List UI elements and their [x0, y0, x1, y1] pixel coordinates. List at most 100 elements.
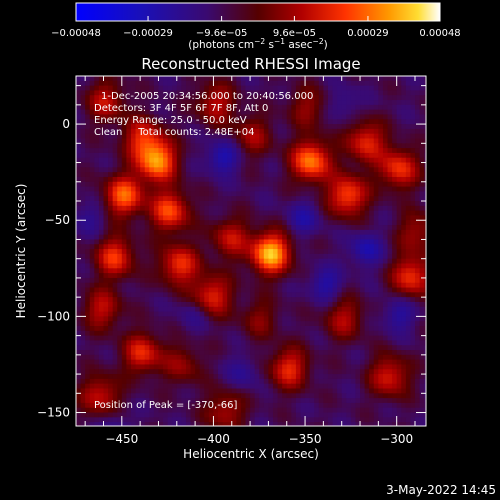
heatmap-cell: [199, 124, 205, 130]
heatmap-cell: [268, 109, 274, 116]
heatmap-cell: [323, 301, 329, 308]
heatmap-cell: [112, 234, 118, 241]
heatmap-cell: [410, 321, 416, 327]
heatmap-cell: [144, 104, 150, 111]
heatmap-cell: [80, 359, 86, 366]
heatmap-cell: [392, 100, 398, 106]
heatmap-cell: [195, 287, 201, 293]
heatmap-cell: [286, 162, 292, 168]
heatmap-cell: [392, 85, 398, 92]
heatmap-cell: [240, 253, 247, 260]
heatmap-cell: [85, 330, 91, 337]
heatmap-cell: [332, 100, 338, 106]
heatmap-cell: [295, 172, 302, 178]
heatmap-cell: [112, 196, 118, 202]
heatmap-cell: [396, 340, 402, 346]
heatmap-cell: [318, 244, 324, 250]
heatmap-cell: [282, 162, 288, 168]
heatmap-cell: [240, 277, 247, 284]
heatmap-cell: [213, 205, 219, 212]
colorbar-tick-label: 0.00029: [347, 28, 388, 39]
heatmap-cell: [121, 225, 127, 231]
heatmap-cell: [429, 163, 434, 168]
heatmap-cell: [332, 297, 338, 303]
heatmap-cell: [387, 138, 393, 144]
heatmap-cell: [346, 191, 352, 197]
heatmap-cell: [341, 186, 347, 192]
heatmap-cell: [341, 181, 347, 188]
heatmap-cell: [245, 133, 251, 140]
heatmap-cell: [382, 220, 389, 226]
heatmap-cell: [263, 210, 270, 217]
heatmap-cell: [176, 340, 182, 346]
heatmap-cell: [282, 282, 288, 289]
heatmap-cell: [153, 273, 160, 279]
heatmap-cell: [167, 109, 173, 116]
heatmap-cell: [254, 282, 260, 289]
heatmap-cell: [346, 181, 352, 188]
heatmap-cell: [172, 133, 178, 140]
heatmap-cell: [76, 253, 82, 260]
heatmap-cell: [190, 133, 196, 140]
heatmap-cell: [181, 201, 187, 207]
heatmap-cell: [76, 215, 82, 221]
heatmap-cell: [254, 76, 260, 82]
heatmap-cell: [158, 277, 164, 284]
heatmap-cell: [378, 282, 384, 289]
heatmap-cell: [373, 277, 379, 284]
heatmap-cell: [401, 249, 407, 255]
heatmap-cell: [259, 378, 265, 385]
heatmap-cell: [254, 316, 260, 322]
heatmap-cell: [204, 277, 210, 284]
heatmap-cell: [272, 186, 279, 192]
heatmap-cell: [108, 191, 114, 197]
heatmap-cell: [309, 354, 315, 361]
heatmap-cell: [350, 138, 357, 144]
heatmap-cell: [268, 205, 274, 212]
heatmap-cell: [387, 152, 393, 159]
heatmap-cell: [360, 350, 366, 356]
heatmap-cell: [369, 364, 375, 370]
heatmap-cell: [195, 128, 201, 135]
heatmap-cell: [190, 172, 196, 178]
heatmap-cell: [332, 316, 338, 322]
heatmap-cell: [112, 330, 118, 337]
heatmap-cell: [295, 220, 302, 226]
heatmap-cell: [323, 95, 329, 101]
heatmap-cell: [190, 364, 196, 370]
heatmap-cell: [176, 369, 182, 375]
heatmap-cell: [364, 316, 370, 322]
heatmap-cell: [149, 172, 155, 178]
heatmap-cell: [259, 359, 265, 366]
heatmap-cell: [364, 287, 370, 293]
heatmap-cell: [277, 196, 283, 202]
heatmap-cell: [112, 258, 118, 265]
heatmap-cell: [254, 374, 260, 380]
heatmap-cell: [190, 350, 196, 356]
heatmap-cell: [208, 234, 215, 241]
heatmap-cell: [85, 282, 91, 289]
heatmap-cell: [167, 263, 173, 269]
heatmap-cell: [369, 80, 375, 87]
heatmap-cell: [305, 282, 311, 289]
heatmap-cell: [410, 157, 416, 164]
heatmap-cell: [337, 191, 343, 197]
heatmap-cell: [346, 220, 352, 226]
heatmap-cell: [144, 287, 150, 293]
heatmap-cell: [195, 138, 201, 144]
heatmap-cell: [410, 263, 416, 269]
heatmap-cell: [355, 152, 361, 159]
heatmap-cell: [360, 100, 366, 106]
heatmap-cell: [305, 119, 311, 125]
heatmap-cell: [373, 210, 379, 217]
heatmap-cell: [305, 263, 311, 269]
heatmap-cell: [282, 148, 288, 154]
heatmap-cell: [167, 128, 173, 135]
heatmap-cell: [401, 292, 407, 298]
heatmap-cell: [387, 301, 393, 308]
heatmap-cell: [286, 311, 292, 317]
heatmap-cell: [208, 297, 215, 303]
heatmap-cell: [149, 364, 155, 370]
heatmap-cell: [341, 143, 347, 149]
heatmap-cell: [272, 301, 279, 308]
